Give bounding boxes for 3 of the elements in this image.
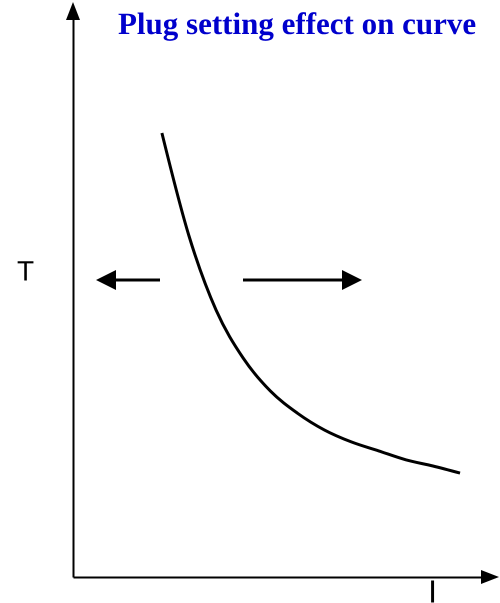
y-axis-title: T [16,256,34,286]
chart-title: Plug setting effect on curve [118,5,478,43]
x-axis-title: I [428,574,437,603]
